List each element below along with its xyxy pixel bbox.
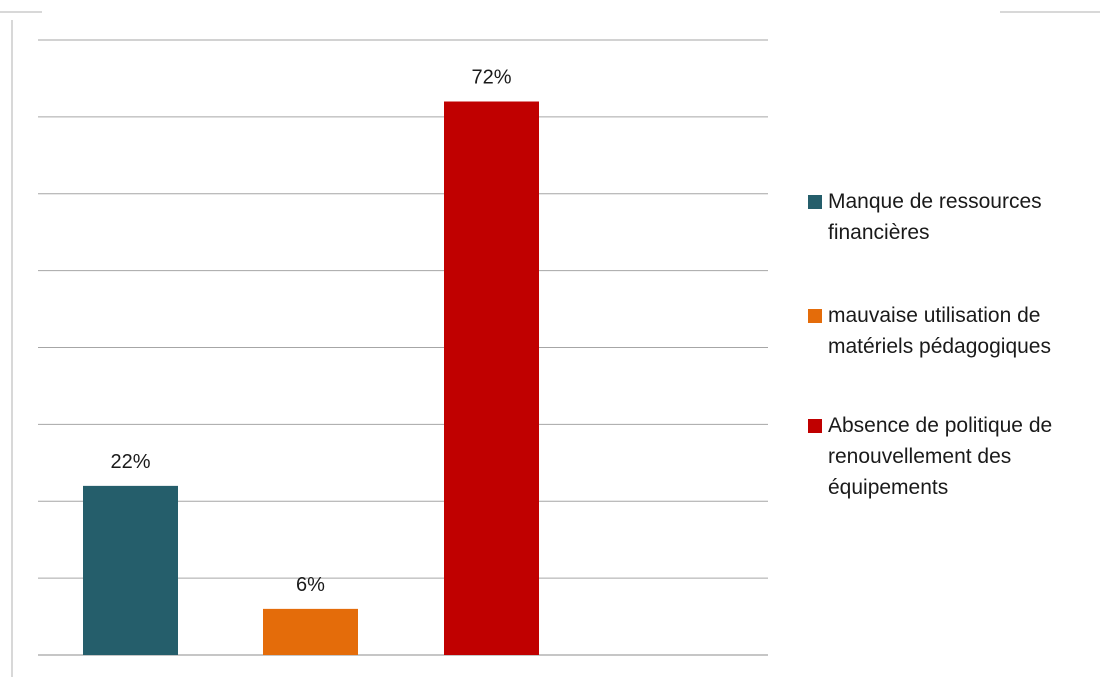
legend-label: mauvaise utilisation de matériels pédagog…: [828, 300, 1098, 362]
legend-item: mauvaise utilisation de matériels pédagog…: [808, 300, 1098, 362]
bar: [444, 101, 539, 655]
legend-swatch: [808, 309, 822, 323]
data-label: 6%: [296, 574, 325, 596]
legend-label-line: financières: [828, 221, 930, 244]
legend-label-line: Absence de politique de: [828, 414, 1053, 437]
legend-swatch: [808, 419, 822, 433]
legend-item: Absence de politique de renouvellement de…: [808, 410, 1098, 503]
legend-swatch: [808, 195, 822, 209]
data-labels: 22% 6% 72%: [110, 67, 511, 596]
legend-label-line: renouvellement des: [828, 445, 1012, 468]
legend-item: Manque de ressources financières: [808, 186, 1098, 248]
legend-label-line: mauvaise utilisation de: [828, 304, 1041, 327]
bar: [83, 485, 178, 655]
legend-label-line: équipements: [828, 476, 949, 499]
data-label: 72%: [471, 67, 511, 89]
legend-label: Manque de ressources financières: [828, 186, 1098, 248]
legend-label-line: Manque de ressources: [828, 190, 1042, 213]
data-label: 22%: [110, 451, 150, 473]
bars: [83, 101, 539, 655]
bar: [263, 608, 358, 655]
legend-label: Absence de politique de renouvellement de…: [828, 410, 1098, 503]
legend-label-line: matériels pédagogiques: [828, 335, 1051, 358]
